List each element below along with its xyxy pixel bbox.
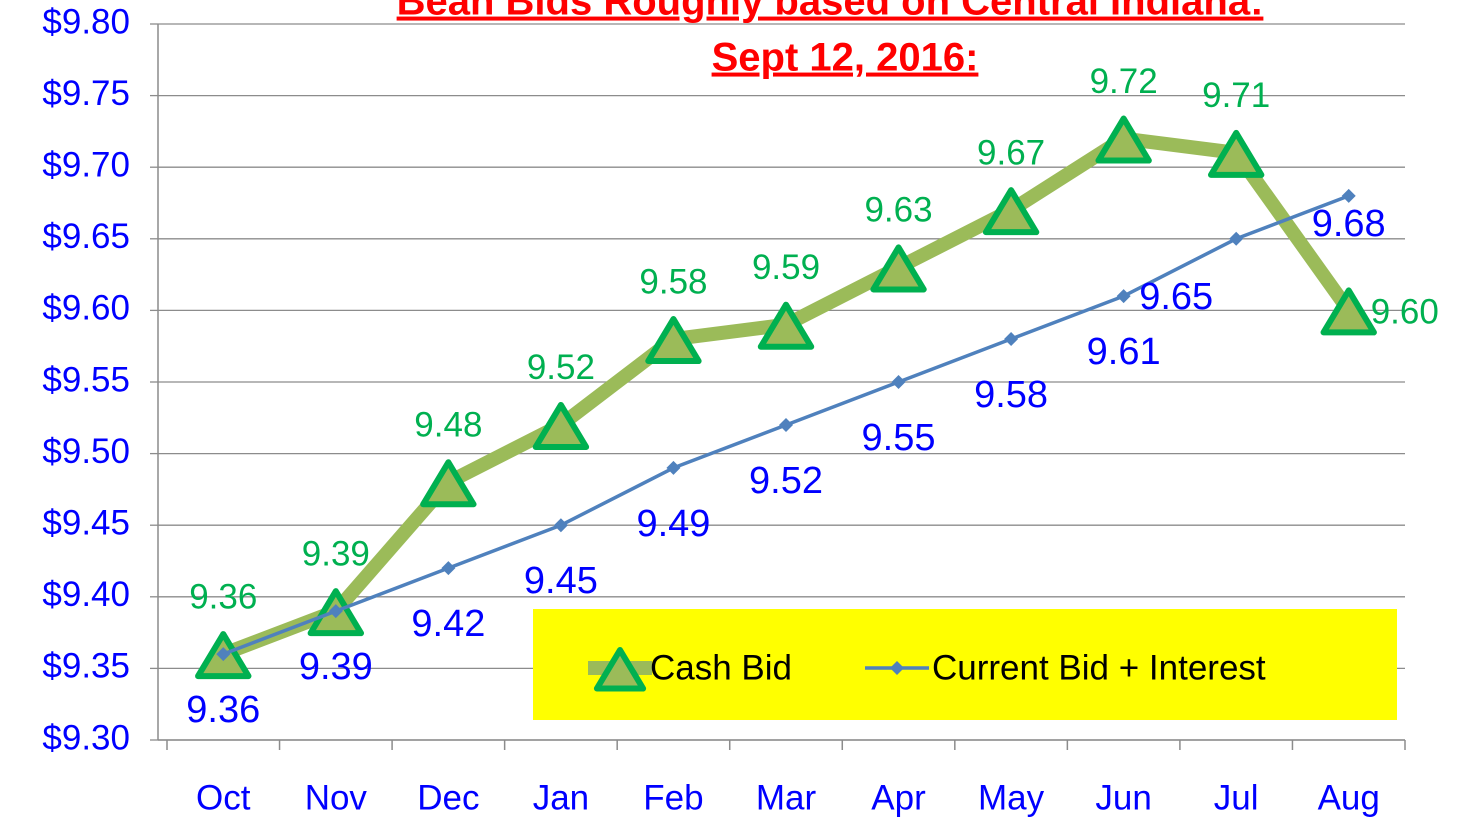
series-line [220, 131, 1355, 661]
x-tick-label: Jul [1214, 778, 1259, 817]
x-tick-label: May [978, 778, 1045, 817]
x-tick-label: Oct [196, 778, 251, 817]
marker-diamond [1341, 188, 1356, 203]
data-label: 9.39 [302, 534, 370, 573]
data-label: 9.72 [1090, 62, 1158, 101]
data-label: 9.36 [186, 689, 260, 731]
y-tick-label: $9.45 [42, 503, 130, 542]
y-tick-label: $9.30 [42, 718, 130, 757]
legend-marker [890, 661, 904, 675]
data-label: 9.39 [299, 646, 373, 688]
x-tick-label: Dec [417, 778, 479, 817]
marker-triangle [532, 401, 590, 450]
x-tick-label: Aug [1318, 778, 1380, 817]
marker-diamond [441, 561, 456, 576]
y-tick-label: $9.40 [42, 575, 130, 614]
data-label: 9.71 [1202, 76, 1270, 115]
data-label: 9.68 [1312, 203, 1386, 245]
data-label: 9.63 [864, 191, 932, 230]
y-tick-label: $9.55 [42, 360, 130, 399]
legend-marker [593, 647, 647, 692]
marker-diamond [1229, 231, 1244, 246]
data-label: 9.55 [862, 417, 936, 459]
chart-title: Bean Bids Roughly based on Central India… [397, 0, 1264, 24]
x-tick-label: Feb [643, 778, 703, 817]
marker-triangle [870, 244, 927, 293]
y-tick-label: $9.80 [42, 2, 130, 41]
marker-diamond [1004, 332, 1019, 347]
y-tick-label: $9.75 [42, 74, 130, 113]
data-label: 9.65 [1139, 276, 1213, 318]
data-label: 9.45 [524, 560, 598, 602]
y-tick-label: $9.65 [42, 217, 130, 256]
marker-triangle [1320, 287, 1377, 336]
marker-diamond [779, 417, 793, 432]
data-label: 9.48 [414, 405, 482, 444]
marker-diamond [553, 518, 568, 533]
x-tick-label: Jan [533, 778, 589, 817]
data-label: 9.52 [527, 348, 595, 387]
y-tick-label: $9.60 [42, 289, 130, 328]
marker-diamond [216, 647, 231, 662]
y-tick-label: $9.70 [42, 145, 130, 184]
y-tick-label: $9.50 [42, 432, 130, 471]
data-label: 9.36 [189, 577, 257, 616]
marker-diamond [891, 375, 906, 389]
x-tick-label: Jun [1095, 778, 1151, 817]
marker-triangle [982, 187, 1040, 236]
marker-triangle [645, 316, 702, 365]
marker-triangle [757, 301, 815, 350]
chart-subtitle: Sept 12, 2016: [712, 36, 979, 80]
data-label: 9.58 [974, 374, 1048, 416]
marker-triangle [420, 459, 477, 508]
x-tick-label: Mar [756, 778, 817, 817]
marker-triangle [1095, 115, 1152, 164]
data-label: 9.67 [977, 133, 1045, 172]
legend-label: Current Bid + Interest [932, 648, 1266, 687]
y-tick-label: $9.35 [42, 647, 130, 686]
legend-box [533, 609, 1397, 720]
data-label: 9.59 [752, 248, 820, 287]
x-tick-label: Apr [871, 778, 926, 817]
marker-diamond [328, 604, 343, 619]
x-tick-label: Nov [305, 778, 368, 817]
marker-diamond [666, 460, 681, 475]
data-label: 9.58 [639, 262, 707, 301]
legend-label: Cash Bid [650, 648, 792, 687]
data-label: 9.49 [636, 503, 710, 545]
data-label: 9.61 [1087, 331, 1161, 373]
data-label: 9.60 [1371, 293, 1439, 332]
data-label: 9.42 [411, 603, 485, 645]
marker-triangle [1207, 129, 1265, 178]
marker-diamond [1116, 289, 1131, 304]
data-label: 9.52 [749, 460, 823, 502]
